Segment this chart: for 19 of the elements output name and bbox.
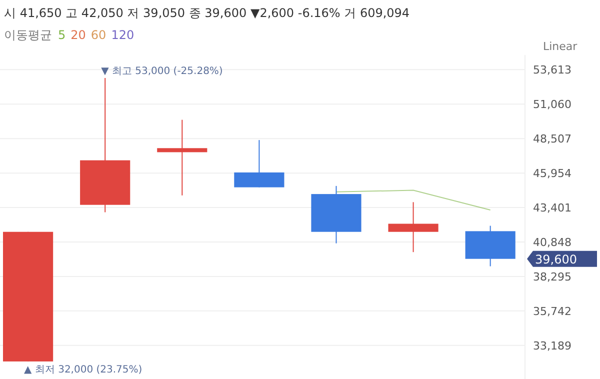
chart-subtitle: 시 41,650 고 42,050 저 39,050 종 39,600 ▼2,600 -6.16% 거 609,094 [4, 6, 410, 20]
text: Linear [543, 40, 578, 53]
y-tick-label: 33,189 [533, 339, 572, 352]
y-tick-label: 35,742 [533, 304, 572, 318]
y-tick-label: 48,507 [533, 132, 572, 146]
legend-label: 120 [111, 28, 134, 42]
text: 5 [58, 28, 66, 42]
y-tick-label: 38,295 [533, 270, 572, 284]
legend-label: 20 [70, 28, 86, 42]
annotation: ▲ 최저 32,000 (23.75%) [24, 364, 142, 376]
y-tick-label: 45,954 [533, 167, 572, 180]
legend-title: 이동평균 [4, 28, 52, 42]
legend-label: 60 [90, 28, 106, 42]
annotation: ▼ 최고 53,000 (-25.28%) [101, 66, 223, 77]
y-tick-label: 43,401 [533, 202, 572, 215]
y-tick-label: 51,060 [533, 98, 572, 112]
text: 39,600 [535, 252, 577, 266]
y-tick-label: 53,613 [533, 64, 572, 77]
y-tick-label: 40,848 [533, 236, 572, 249]
